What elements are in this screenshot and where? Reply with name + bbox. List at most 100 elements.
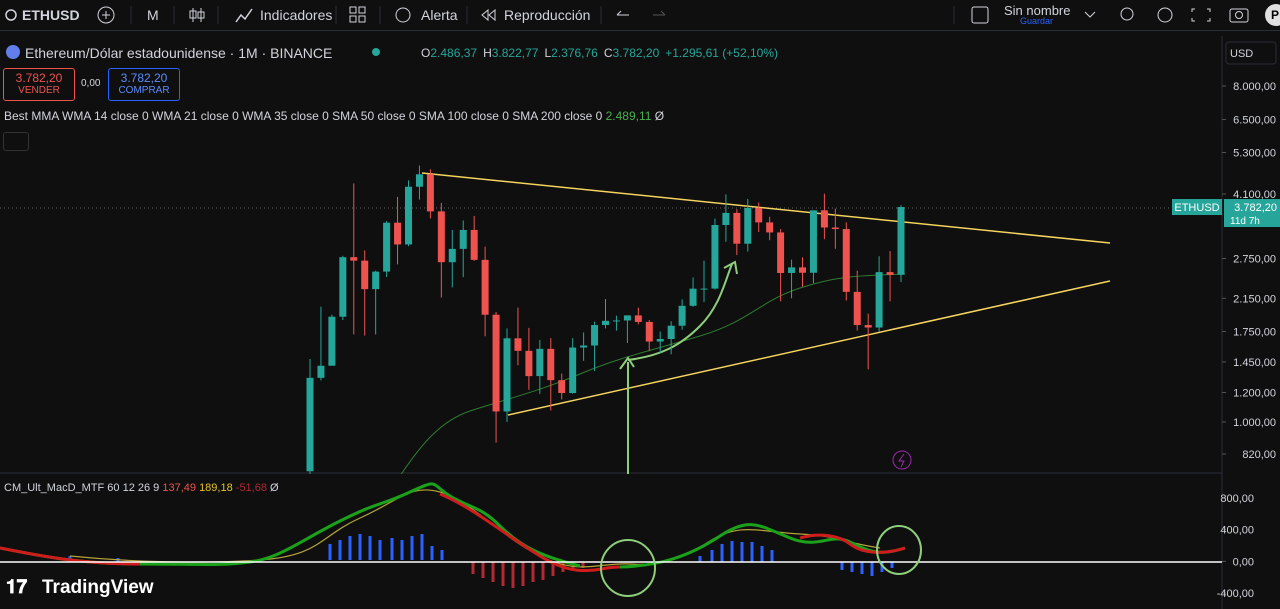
candle-body — [897, 207, 905, 275]
candle-body — [820, 210, 828, 228]
candle-body — [361, 260, 369, 290]
symbol[interactable]: ETHUSD — [22, 7, 80, 23]
moving-average — [400, 273, 906, 474]
candle-body — [777, 232, 785, 274]
brand: TradingView — [42, 577, 154, 598]
layout-name[interactable]: Sin nombre — [1004, 3, 1071, 18]
candle-body — [470, 229, 478, 260]
spread: 0,00 — [81, 78, 101, 89]
buy-button[interactable]: 3.782,20 COMPRAR — [108, 68, 180, 101]
chart-title: Ethereum/Dólar estadounidense · 1M · BIN… — [25, 45, 333, 61]
chart-area: USD 𝟏𝟕 TradingView 8.000,00 6.500,00 5.300… — [0, 36, 1280, 609]
macd-indicator: CM_Ult_MacD_MTF 60 12 26 9 137,49 189,18… — [4, 482, 279, 494]
candle-body — [481, 259, 489, 315]
candle-body — [788, 267, 796, 274]
candle-body — [744, 207, 752, 244]
last-symbol-box — [1172, 199, 1222, 216]
annotation-circle — [600, 539, 656, 597]
macd-line-c — [619, 523, 906, 569]
save-label[interactable]: Guardar — [1020, 16, 1054, 26]
y-tick-label: 1.450,00 — [1233, 357, 1276, 369]
alert-icon — [892, 450, 912, 470]
y-tick-label: 5.300,00 — [1233, 148, 1276, 160]
candle-body — [492, 314, 500, 412]
macd-tick-label: 0,00 — [1233, 556, 1254, 568]
candle-body — [350, 257, 358, 261]
candle-body — [766, 222, 774, 233]
ohlc-label: O — [421, 46, 431, 60]
alert-button[interactable]: Alerta — [421, 7, 458, 23]
replay-button[interactable]: Reproducción — [504, 7, 591, 23]
candle-body — [875, 272, 883, 328]
candle-body — [864, 325, 872, 328]
candle-body — [426, 174, 434, 212]
candle-body — [317, 365, 325, 378]
candle-body — [306, 377, 314, 472]
sell-button[interactable]: 3.782,20 VENDER — [3, 68, 75, 101]
candle-body — [437, 211, 445, 263]
toolbar-icons — [5, 4, 1280, 26]
candle-body — [667, 325, 675, 339]
ohlc: O2.486,37 H3.822,77 L2.376,76 C3.782,20 +1.2… — [421, 46, 778, 60]
candle-body — [842, 229, 850, 292]
pane-border — [0, 36, 1223, 609]
candle-body — [514, 338, 522, 351]
candle-body — [722, 212, 730, 225]
toolbar — [0, 0, 1280, 31]
candle-body — [733, 212, 741, 244]
ohlc-value: 2.376,76 — [551, 46, 598, 60]
ohlc-value: 3.782,20 — [612, 46, 660, 60]
eth-icon — [6, 45, 20, 59]
candle-body — [525, 350, 533, 377]
trendline — [421, 172, 1111, 416]
y-tick-label: 2.150,00 — [1233, 293, 1276, 305]
interval[interactable]: M — [147, 7, 159, 23]
candle-body — [503, 338, 511, 412]
candle-body — [591, 325, 599, 346]
ohlc-label: C — [603, 46, 613, 60]
macd-line-b — [0, 492, 621, 572]
currency-box[interactable] — [1225, 41, 1277, 65]
currency: USD — [1230, 48, 1253, 60]
candle-body — [799, 267, 806, 273]
histogram-mixed — [698, 541, 894, 576]
candle-body — [755, 207, 763, 223]
candle-body — [580, 345, 588, 348]
candle-body — [394, 222, 402, 245]
candle-body — [886, 272, 894, 275]
candle-body — [678, 305, 686, 326]
ohlc-label: H — [483, 46, 492, 60]
macd-pane — [0, 482, 1222, 597]
indicators-button[interactable]: Indicadores — [260, 7, 333, 23]
y-tick-label: 820,00 — [1242, 449, 1276, 461]
candle-body — [536, 348, 544, 377]
y-tick-label: 4.100,00 — [1233, 189, 1276, 201]
profile[interactable]: P — [1271, 8, 1280, 22]
candle-body — [689, 288, 697, 306]
annotation-arrow — [619, 260, 738, 474]
candle-body — [634, 315, 642, 322]
macd-tick-label: -400,00 — [1217, 588, 1254, 600]
countdown: 11d 7h — [1230, 216, 1260, 227]
candle-body — [569, 347, 577, 394]
collapse-button[interactable] — [3, 132, 29, 151]
ma-indicator: Best MMA WMA 14 close 0 WMA 21 close 0 W… — [4, 109, 665, 123]
candle-body — [383, 222, 391, 272]
candle-body — [645, 321, 653, 342]
macd-tick-label: 800,00 — [1220, 493, 1254, 505]
y-tick-label: 6.500,00 — [1233, 115, 1276, 127]
y-tick-label: 8.000,00 — [1233, 81, 1276, 93]
candle-body — [711, 224, 719, 289]
candle-body — [328, 316, 336, 366]
candle-body — [459, 229, 467, 249]
candle-body — [415, 174, 423, 187]
candle-body — [405, 186, 412, 245]
candle-body — [853, 291, 861, 326]
candle-body — [339, 257, 347, 317]
last-symbol: ETHUSD — [1174, 202, 1219, 214]
last-price-box — [1224, 199, 1280, 228]
y-tick-label: 1.750,00 — [1233, 327, 1276, 339]
candle-body — [612, 320, 620, 322]
ohlc-label: L — [544, 46, 552, 60]
macd-line-d — [799, 533, 906, 554]
